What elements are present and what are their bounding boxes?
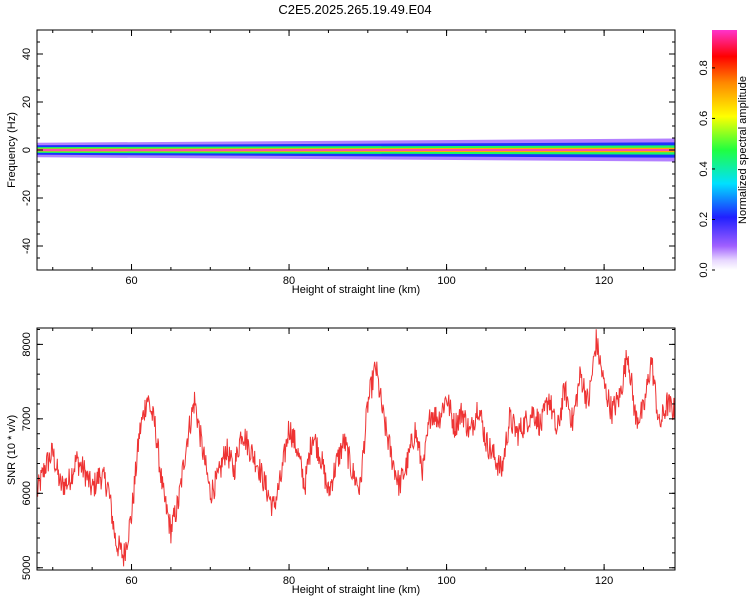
snr-frame (36, 327, 676, 571)
y-tick-label: 7000 (21, 407, 33, 431)
x-tick-label: 120 (595, 575, 613, 587)
spectrogram-x-ticks: 60 80 100 120 (52, 30, 644, 287)
colorbar-tick-label: 0.0 (698, 262, 710, 277)
spectrogram-band (37, 138, 675, 162)
snr-line (37, 329, 675, 567)
colorbar-tick-label: 0.2 (698, 212, 710, 227)
y-tick-label: 20 (21, 96, 33, 108)
x-tick-label: 100 (437, 275, 455, 287)
colorbar-tick-label: 0.4 (698, 161, 710, 176)
colorbar-tick-label: 0.6 (698, 111, 710, 126)
snr-y-axis-label: SNR (10 * v/v) (6, 415, 18, 485)
colorbar-ticks: 0.0 0.2 0.4 0.6 0.8 (698, 60, 715, 278)
x-tick-label: 80 (283, 575, 295, 587)
spectrogram-panel: 60 80 100 120 -40 -20 0 20 40 Height of straigh… (6, 29, 676, 296)
snr-panel: 60 80 100 120 5000 6000 7000 8000 Height of st… (6, 327, 676, 596)
y-tick-label: 0 (21, 147, 33, 153)
spectrogram-y-axis-label: Frequency (Hz) (6, 112, 18, 188)
snr-x-axis-label: Height of straight line (km) (292, 584, 420, 596)
x-tick-label: 80 (283, 275, 295, 287)
snr-series (37, 329, 675, 567)
x-tick-label: 60 (125, 575, 137, 587)
colorbar-label: Normalized spectral amplitude (737, 76, 749, 224)
x-tick-label: 100 (437, 575, 455, 587)
snr-x-ticks: 60 80 100 120 (52, 328, 644, 587)
colorbar-gradient (712, 30, 737, 270)
spectrogram-y-ticks: -40 -20 0 20 40 (21, 29, 675, 271)
x-tick-label: 120 (595, 275, 613, 287)
colorbar-tick-label: 0.8 (698, 60, 710, 75)
y-tick-label: 6000 (21, 481, 33, 505)
y-tick-label: -40 (21, 238, 33, 254)
x-tick-label: 60 (125, 275, 137, 287)
y-tick-label: 8000 (21, 332, 33, 356)
colorbar: 0.0 0.2 0.4 0.6 0.8 Normalized spectral ampl… (698, 30, 749, 278)
figure-title: C2E5.2025.265.19.49.E04 (278, 2, 431, 17)
spectrogram-x-axis-label: Height of straight line (km) (292, 284, 420, 296)
y-tick-label: 40 (21, 48, 33, 60)
snr-y-ticks: 5000 6000 7000 8000 (21, 328, 675, 580)
y-tick-label: 5000 (21, 556, 33, 580)
y-tick-label: -20 (21, 190, 33, 206)
